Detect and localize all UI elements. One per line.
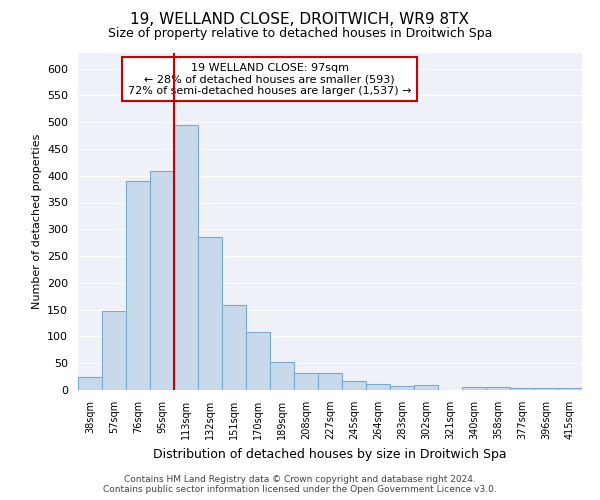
Bar [390, 386, 414, 390]
Bar [174, 125, 198, 390]
Bar [486, 388, 510, 390]
Bar [342, 381, 366, 390]
Text: Size of property relative to detached houses in Droitwich Spa: Size of property relative to detached ho… [108, 28, 492, 40]
Bar [270, 362, 294, 390]
Bar [198, 238, 222, 390]
Bar [150, 172, 174, 390]
Y-axis label: Number of detached properties: Number of detached properties [32, 134, 41, 309]
X-axis label: Distribution of detached houses by size in Droitwich Spa: Distribution of detached houses by size … [153, 448, 507, 460]
Text: Contains HM Land Registry data © Crown copyright and database right 2024.
Contai: Contains HM Land Registry data © Crown c… [103, 474, 497, 494]
Bar [462, 388, 486, 390]
Bar [534, 388, 558, 390]
Text: 19, WELLAND CLOSE, DROITWICH, WR9 8TX: 19, WELLAND CLOSE, DROITWICH, WR9 8TX [131, 12, 470, 28]
Text: 19 WELLAND CLOSE: 97sqm
← 28% of detached houses are smaller (593)
72% of semi-d: 19 WELLAND CLOSE: 97sqm ← 28% of detache… [128, 62, 411, 96]
Bar [126, 181, 150, 390]
Bar [558, 388, 582, 390]
Bar [414, 385, 438, 390]
Bar [246, 332, 270, 390]
Bar [78, 376, 102, 390]
Bar [510, 388, 534, 390]
Bar [294, 373, 318, 390]
Bar [366, 384, 390, 390]
Bar [102, 310, 126, 390]
Bar [318, 373, 342, 390]
Bar [222, 306, 246, 390]
